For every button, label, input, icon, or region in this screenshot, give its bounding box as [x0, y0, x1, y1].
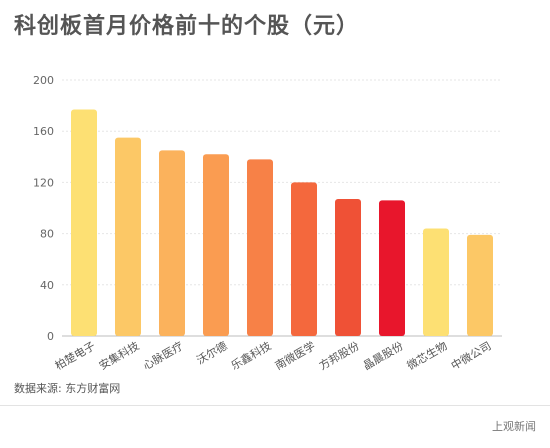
- x-axis-ticks: 柏楚电子 安集科技 心脉医疗 沃尔德 乐鑫科技 南微医学 方邦股份 晶晨股份 微芯生物 中微公司: [52, 338, 493, 372]
- bar: [247, 159, 273, 336]
- y-tick-label: 160: [33, 125, 54, 138]
- footer-divider: [0, 405, 550, 406]
- y-tick-label: 40: [40, 279, 54, 292]
- y-axis-ticks: 0 40 80 120 160 200: [33, 74, 54, 343]
- y-tick-label: 120: [33, 176, 54, 189]
- y-tick-label: 200: [33, 74, 54, 87]
- x-tick-label: 沃尔德: [194, 338, 230, 367]
- bars: [71, 109, 493, 336]
- bar: [71, 109, 97, 336]
- x-tick-label: 柏楚电子: [52, 338, 97, 372]
- publisher-brand: 上观新闻: [492, 420, 536, 433]
- chart-title: 科创板首月价格前十的个股（元）: [14, 14, 360, 39]
- bar: [379, 200, 405, 336]
- bar: [115, 137, 141, 336]
- y-tick-label: 80: [40, 228, 54, 241]
- x-tick-label: 微芯生物: [404, 338, 449, 372]
- bar: [335, 199, 361, 336]
- x-tick-label: 乐鑫科技: [228, 338, 273, 372]
- x-tick-label: 心脉医疗: [140, 338, 185, 372]
- bar: [203, 154, 229, 336]
- bar-chart: 0 40 80 120 160 200 柏楚电子 安集科技 心脉医疗 沃尔德 乐鑫科技 南微医学 方邦…: [33, 74, 502, 373]
- bar: [423, 228, 449, 336]
- data-source-note: 数据来源: 东方财富网: [14, 382, 121, 395]
- x-tick-label: 中微公司: [448, 338, 493, 372]
- bar: [291, 182, 317, 336]
- x-tick-label: 安集科技: [96, 338, 141, 372]
- x-tick-label: 方邦股份: [316, 338, 361, 372]
- y-tick-label: 0: [47, 330, 54, 343]
- bar: [159, 150, 185, 336]
- bar: [467, 234, 493, 336]
- x-tick-label: 南微医学: [272, 338, 317, 372]
- x-tick-label: 晶晨股份: [361, 339, 406, 372]
